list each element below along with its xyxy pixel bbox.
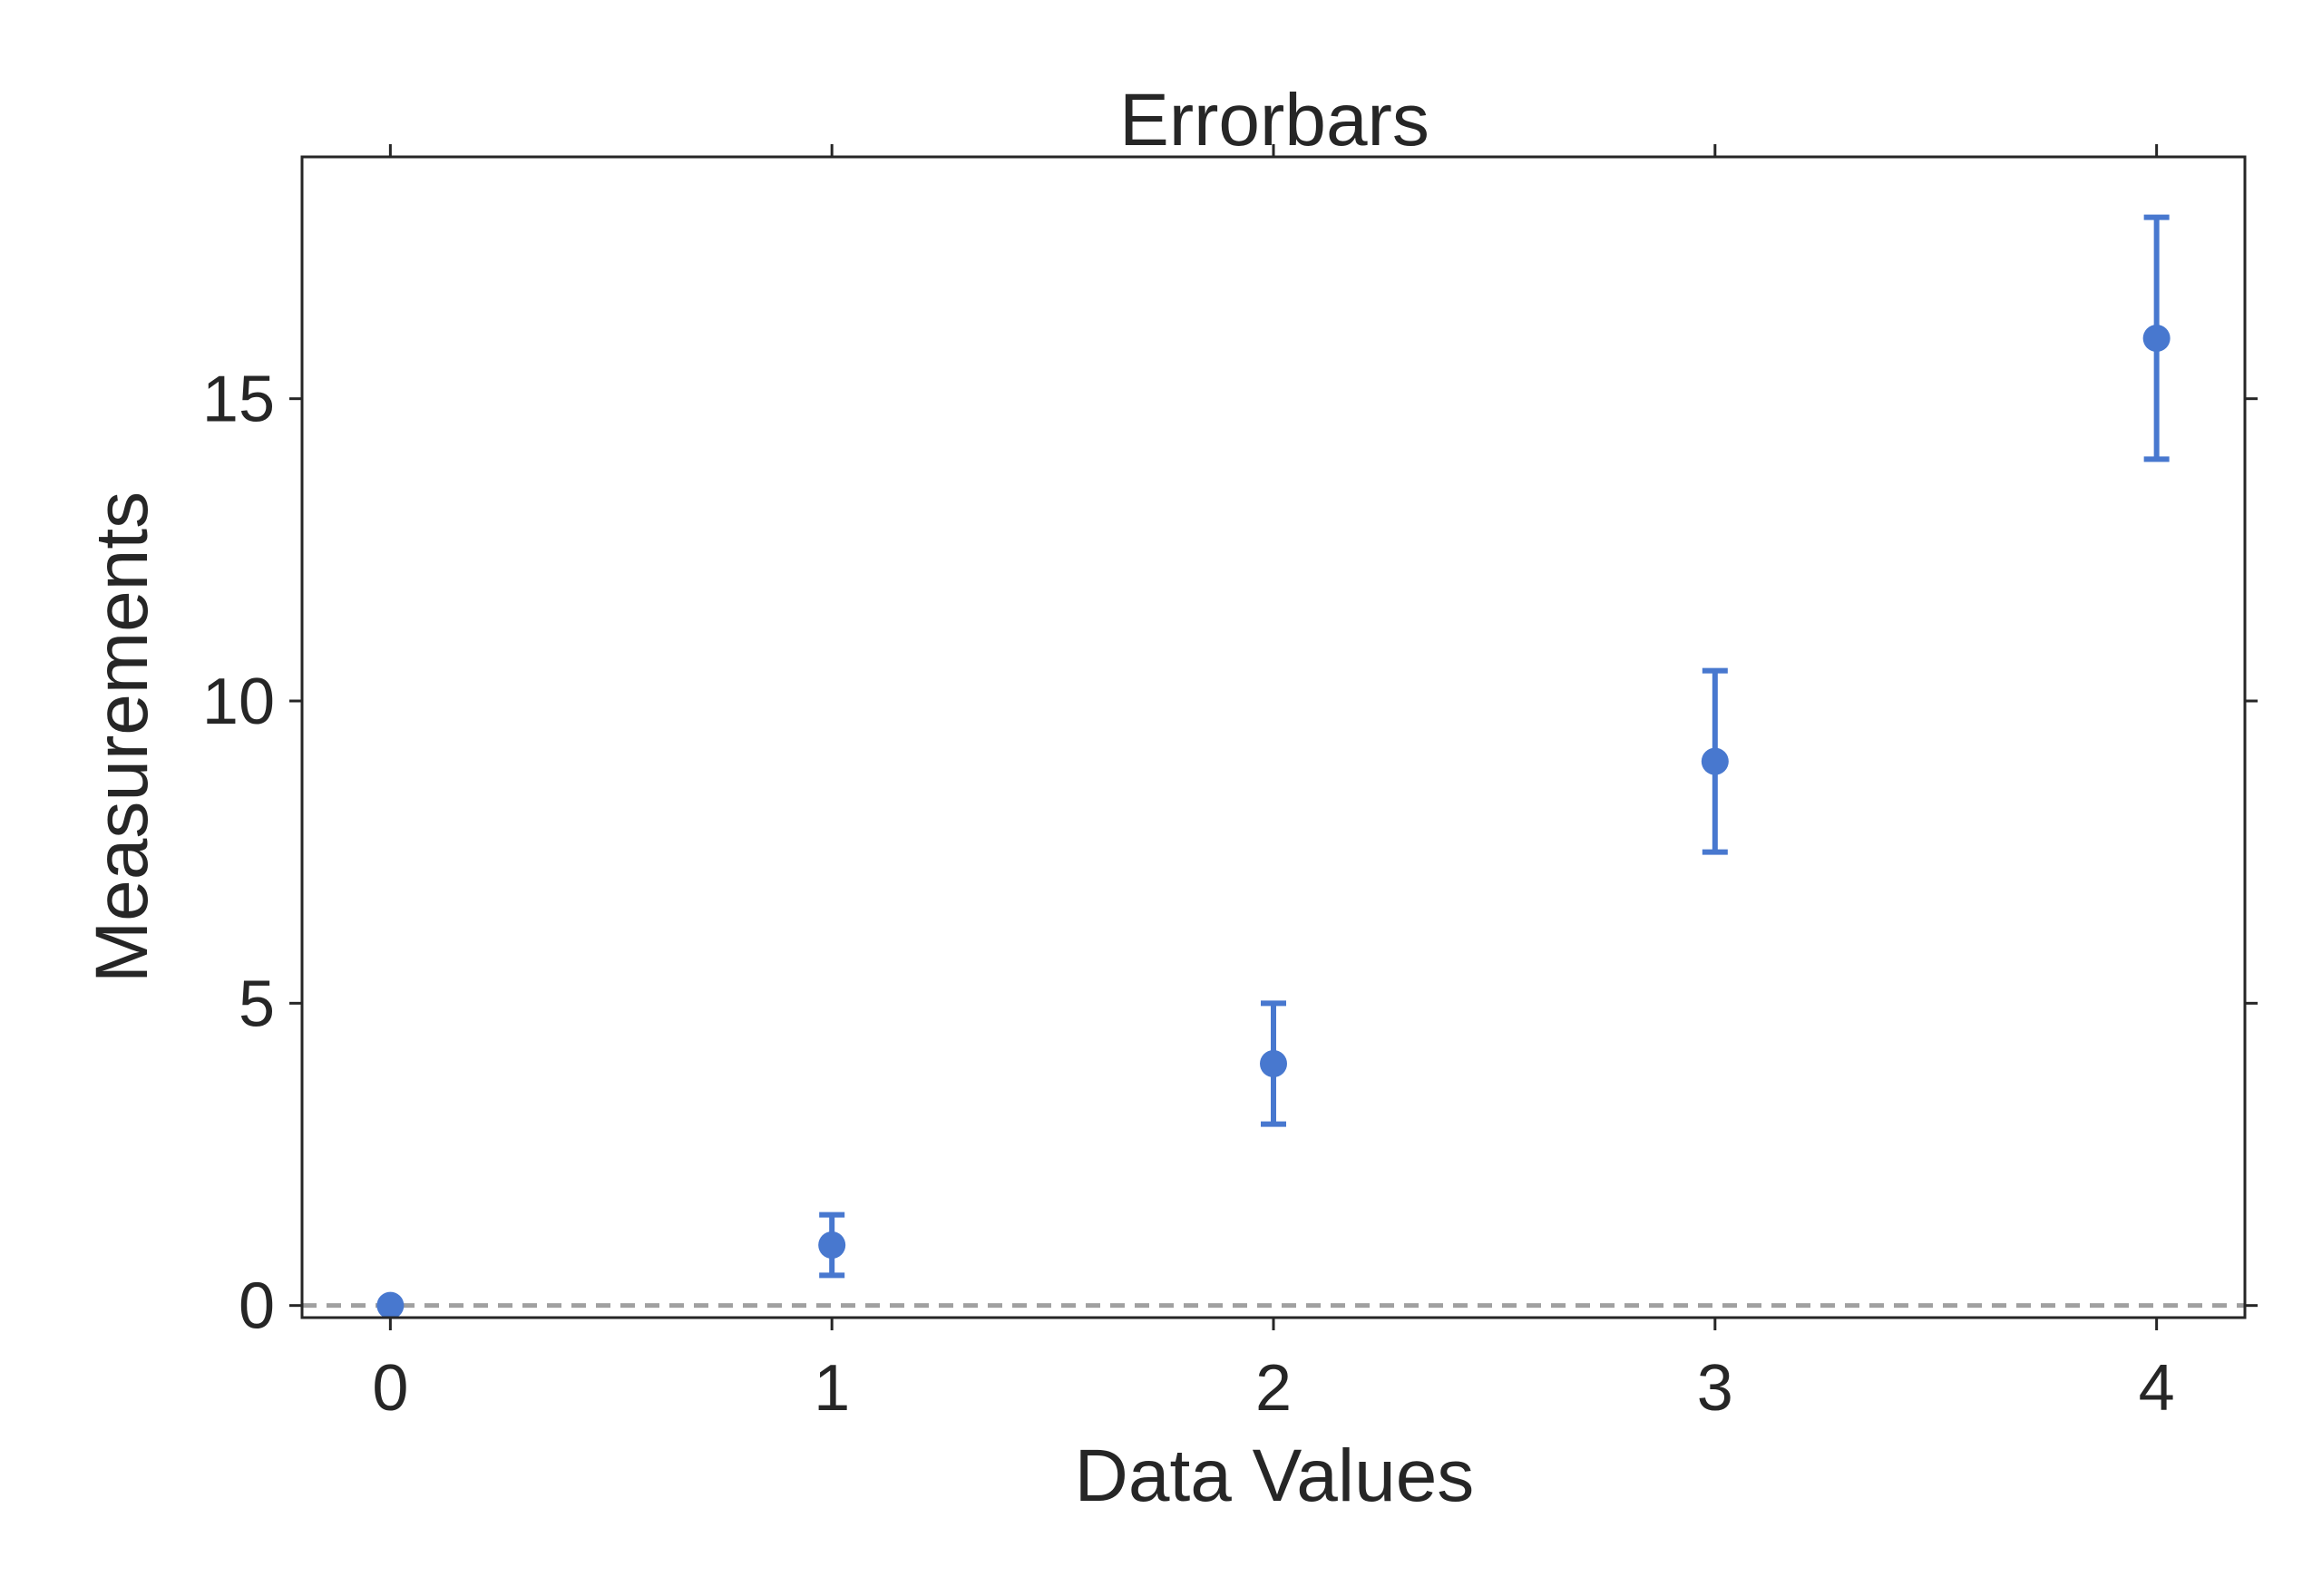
plot-area [302,214,2245,1319]
y-tick-label: 0 [239,1270,275,1343]
y-tick-label: 10 [202,666,275,738]
data-point [1701,747,1729,775]
data-point [1260,1050,1287,1077]
data-point [818,1231,846,1259]
data-point [376,1291,405,1319]
x-tick-label: 4 [2139,1352,2175,1425]
x-tick-label: 1 [814,1352,850,1425]
plot-frame [300,155,2247,1319]
axis-ticks: 0 1 2 3 4 0 5 10 15 [202,144,2258,1425]
y-tick-label: 15 [202,364,275,436]
x-tick-label: 3 [1697,1352,1733,1425]
y-axis-label: Measurements [81,491,163,983]
x-tick-label: 0 [372,1352,408,1425]
x-axis-label: Data Values [1075,1435,1475,1517]
data-point [2142,325,2171,352]
y-tick-label: 5 [239,968,275,1040]
x-tick-label: 2 [1255,1352,1292,1425]
